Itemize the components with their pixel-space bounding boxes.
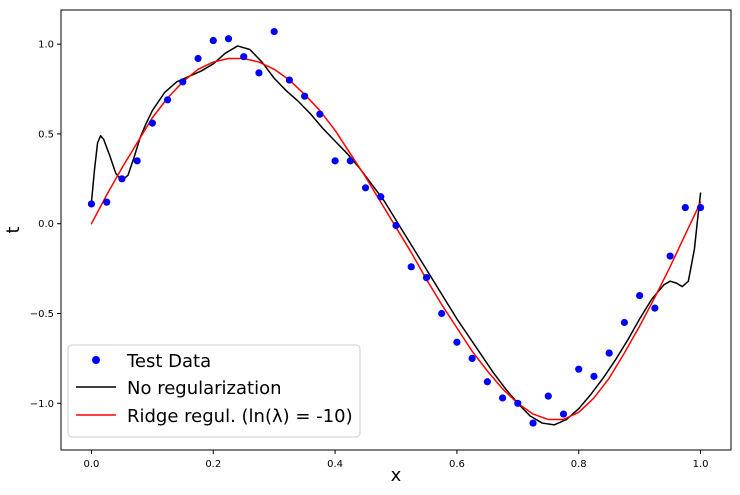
x-tick-label: 0.6 <box>449 459 465 470</box>
x-tick-label: 0.4 <box>327 459 343 470</box>
data-point <box>544 392 552 400</box>
data-point <box>605 349 613 357</box>
data-point <box>590 372 598 380</box>
plot-area-frame <box>60 9 732 451</box>
data-point <box>651 304 659 312</box>
legend-marker-test-data <box>92 356 100 364</box>
data-point <box>422 273 431 282</box>
data-point <box>255 69 263 77</box>
data-point <box>377 193 385 201</box>
data-point <box>179 78 187 86</box>
y-axis-ticks: 1.0 0.5 0.0 −0.5 −1.0 <box>30 40 61 410</box>
x-tick-label: 0.0 <box>84 459 100 470</box>
data-point <box>346 157 354 165</box>
data-point <box>483 378 491 386</box>
data-point <box>514 399 522 407</box>
x-axis-ticks: 0.0 0.2 0.4 0.6 0.8 1.0 <box>84 450 709 470</box>
y-tick-label: 1.0 <box>38 40 54 51</box>
data-point <box>270 27 278 36</box>
data-point <box>666 252 674 260</box>
data-point <box>209 36 217 45</box>
data-point <box>529 419 537 427</box>
y-tick-label: −1.0 <box>30 399 54 410</box>
data-point <box>118 175 126 183</box>
legend-label-no-regularization: No regularization <box>127 378 282 399</box>
x-tick-label: 0.2 <box>205 459 221 470</box>
x-axis-label: x <box>391 465 402 486</box>
data-point <box>559 410 568 418</box>
data-point <box>468 354 476 363</box>
legend-box <box>67 344 361 438</box>
data-point <box>438 309 446 318</box>
data-point <box>681 203 689 212</box>
data-point <box>103 198 111 206</box>
data-point <box>575 365 583 373</box>
data-point <box>620 318 629 327</box>
data-point <box>407 263 415 271</box>
legend-label-ridge-regul: Ridge regul. (ln(λ) = -10) <box>127 406 353 427</box>
data-point <box>392 221 400 230</box>
data-point <box>361 184 370 192</box>
data-point <box>285 76 294 84</box>
plot-series-layer <box>87 27 705 427</box>
data-point <box>133 157 141 165</box>
data-point <box>148 119 156 127</box>
y-tick-label: 0.5 <box>38 129 54 140</box>
data-point <box>194 54 202 63</box>
y-tick-label: 0.0 <box>38 219 54 230</box>
x-tick-label: 1.0 <box>693 459 709 470</box>
y-axis-label: t <box>3 226 24 233</box>
data-point <box>453 338 461 346</box>
data-point <box>87 200 96 208</box>
data-point <box>163 96 172 104</box>
data-point <box>696 203 705 212</box>
data-point <box>316 110 324 118</box>
data-point <box>331 157 339 165</box>
data-point <box>498 394 507 402</box>
data-point <box>636 291 644 300</box>
y-tick-label: −0.5 <box>30 309 54 320</box>
data-point <box>240 53 248 61</box>
x-tick-label: 0.8 <box>571 459 587 470</box>
legend-label-test-data: Test Data <box>126 351 211 372</box>
data-point <box>224 35 233 43</box>
data-point <box>301 92 309 100</box>
legend: Test Data No regularization Ridge regul.… <box>67 344 361 438</box>
